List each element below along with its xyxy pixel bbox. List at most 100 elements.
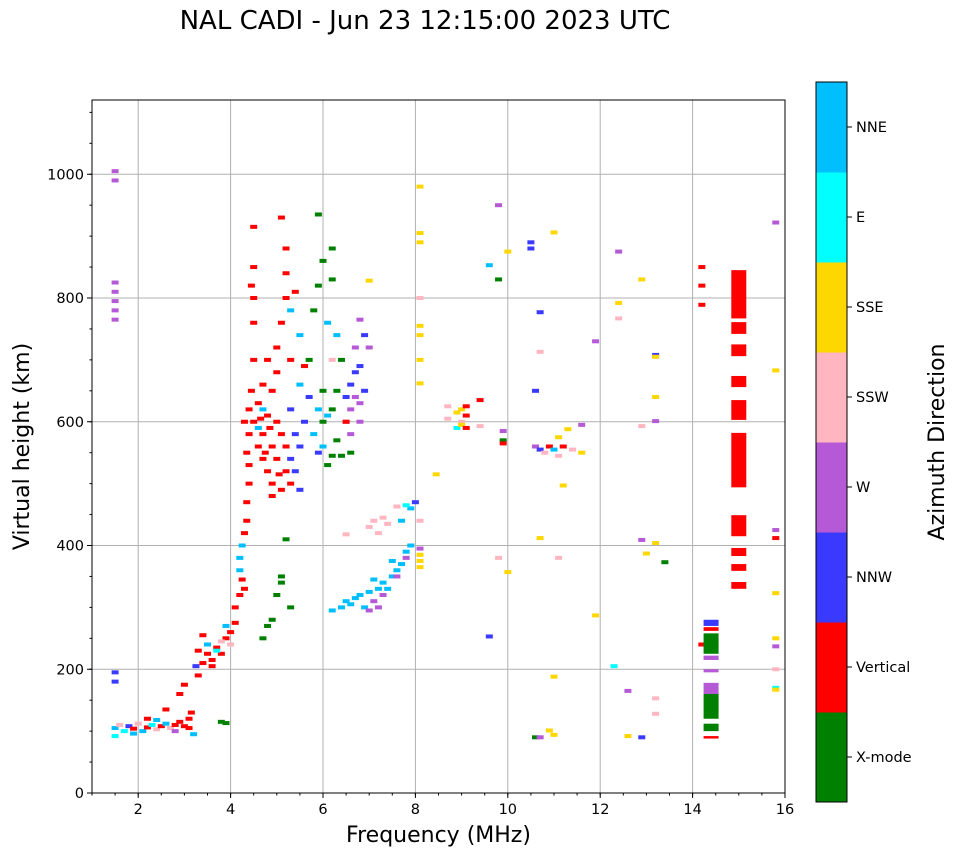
data-point — [301, 364, 309, 369]
colorbar-frame — [815, 81, 848, 803]
data-point — [243, 500, 251, 505]
data-point — [130, 726, 138, 731]
data-bar — [731, 322, 747, 334]
data-point — [416, 296, 424, 300]
data-point — [379, 593, 387, 597]
data-point — [111, 280, 119, 285]
data-point — [120, 729, 128, 734]
data-point — [772, 536, 780, 541]
x-axis-label: Frequency (MHz) — [346, 823, 531, 848]
data-point — [273, 456, 281, 461]
data-point — [379, 515, 387, 520]
data-point — [638, 537, 646, 542]
data-point — [536, 536, 544, 541]
data-point — [171, 722, 179, 727]
data-point — [462, 404, 470, 409]
data-point — [217, 719, 225, 724]
chart-title: NAL CADI - Jun 23 12:15:00 2023 UTC — [179, 6, 671, 36]
data-point — [180, 682, 188, 687]
data-point — [319, 419, 327, 424]
data-point — [652, 711, 660, 716]
data-point — [615, 316, 623, 321]
data-point — [245, 481, 253, 486]
data-bar — [703, 619, 719, 626]
data-point — [416, 558, 424, 563]
data-bar — [703, 627, 719, 631]
data-point — [162, 721, 170, 726]
data-point — [305, 395, 313, 399]
data-point — [772, 636, 780, 641]
data-point — [287, 605, 295, 610]
data-point — [495, 203, 503, 208]
data-point — [342, 419, 350, 424]
data-point — [361, 388, 369, 393]
data-bar — [703, 669, 719, 673]
data-point — [624, 734, 632, 739]
data-point — [333, 333, 341, 338]
data-point — [379, 580, 387, 585]
data-point — [240, 531, 248, 536]
data-point — [402, 503, 410, 508]
data-point — [342, 395, 350, 399]
data-point — [240, 419, 248, 424]
data-point — [268, 617, 276, 622]
data-point — [564, 427, 572, 432]
x-tick-label: 10 — [499, 802, 517, 818]
data-point — [555, 555, 563, 560]
data-point — [407, 506, 415, 511]
data-point — [213, 645, 221, 650]
data-point — [476, 398, 484, 403]
data-point — [416, 323, 424, 328]
data-point — [536, 349, 544, 354]
data-point — [652, 395, 660, 399]
data-point — [287, 407, 295, 412]
data-point — [356, 364, 364, 369]
data-point — [347, 407, 355, 412]
data-point — [287, 308, 295, 313]
data-point — [328, 407, 336, 412]
data-point — [559, 483, 567, 488]
data-point — [356, 419, 364, 424]
data-point — [291, 289, 299, 294]
x-tick-label: 16 — [776, 802, 794, 818]
data-point — [615, 249, 623, 254]
data-point — [365, 524, 373, 529]
data-point — [416, 231, 424, 236]
data-point — [328, 246, 336, 251]
data-point — [277, 215, 285, 220]
data-point — [347, 602, 355, 607]
data-point — [356, 401, 364, 406]
data-point — [111, 178, 119, 183]
data-point — [393, 568, 401, 573]
data-point — [180, 724, 188, 729]
data-point — [610, 664, 618, 669]
data-point — [111, 308, 119, 313]
data-point — [208, 657, 216, 662]
data-point — [227, 630, 235, 635]
data-point — [176, 692, 184, 696]
data-point — [282, 246, 290, 251]
data-point — [698, 265, 706, 270]
data-point — [254, 444, 262, 449]
data-point — [499, 441, 507, 446]
data-point — [194, 648, 202, 653]
data-point — [550, 447, 558, 452]
data-point — [111, 169, 119, 174]
data-point — [527, 246, 535, 251]
data-point — [504, 570, 512, 575]
data-point — [661, 560, 669, 565]
data-point — [247, 388, 255, 393]
data-point — [130, 731, 138, 736]
data-point — [476, 424, 484, 429]
data-point — [411, 500, 419, 505]
data-point — [167, 726, 175, 731]
data-point — [458, 422, 466, 427]
data-point — [347, 382, 355, 387]
data-point — [324, 463, 332, 468]
data-point — [462, 425, 470, 430]
data-point — [485, 634, 493, 639]
data-point — [351, 345, 359, 350]
data-point — [545, 728, 553, 733]
data-point — [314, 450, 322, 455]
data-point — [347, 450, 355, 455]
